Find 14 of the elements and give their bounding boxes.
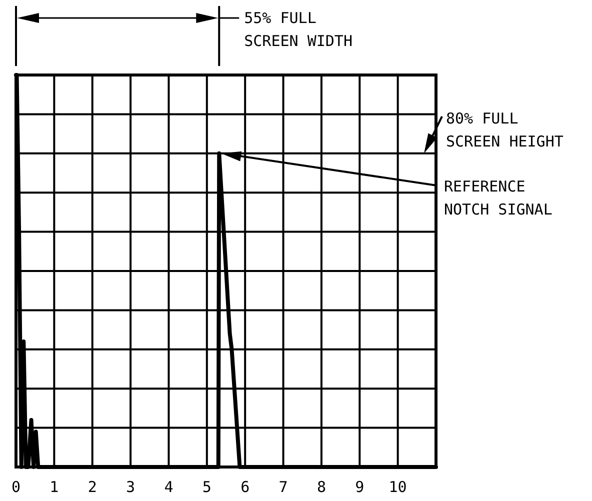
x-tick-label: 0 [11, 478, 21, 496]
x-tick-label: 8 [316, 478, 326, 496]
text: REFERENCE NOTCH SIGNAL [444, 177, 552, 218]
x-tick-label: 3 [126, 478, 136, 496]
x-tick-label: 7 [278, 478, 288, 496]
x-tick-label: 6 [240, 478, 250, 496]
text: 80% FULL SCREEN HEIGHT [446, 109, 564, 150]
x-tick-label: 1 [50, 478, 59, 496]
x-tick-label: 10 [388, 478, 407, 496]
x-tick-label: 5 [202, 478, 212, 496]
text: 55% FULL SCREEN WIDTH [244, 9, 352, 50]
x-tick-label: 4 [164, 478, 174, 496]
x-tick-label: 9 [355, 478, 364, 496]
x-tick-label: 2 [88, 478, 97, 496]
